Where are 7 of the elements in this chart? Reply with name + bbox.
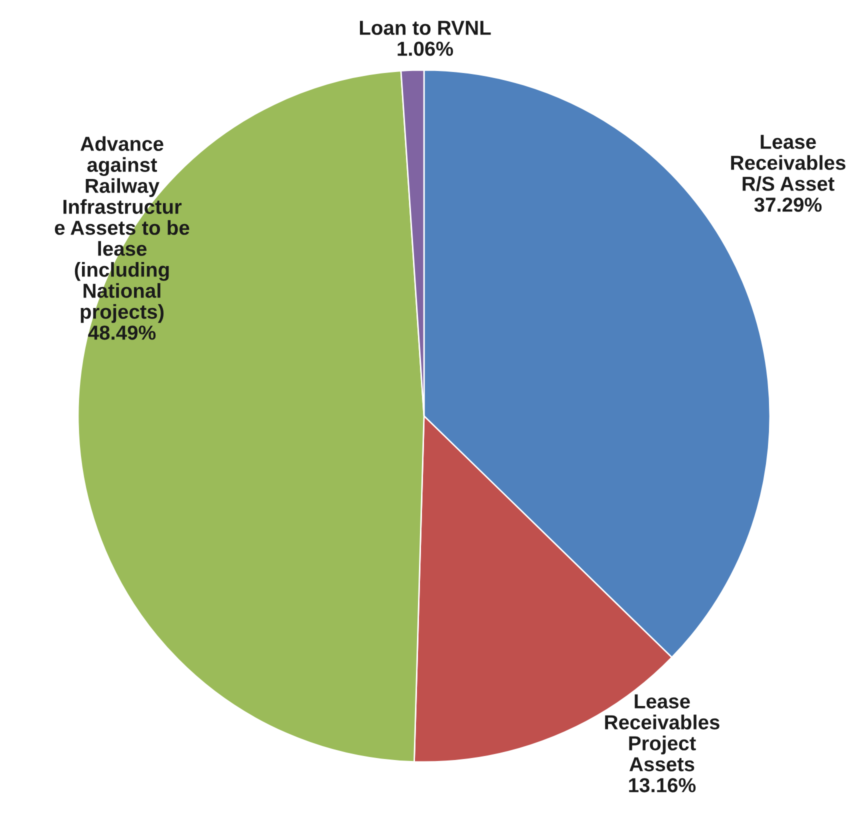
- data-label: 48.49%: [88, 326, 156, 340]
- slice-label: Lease Receivables Project Assets: [605, 694, 720, 772]
- data-label: 1.06%: [398, 42, 454, 56]
- slice-label: Lease Receivables R/S Asset: [731, 134, 846, 192]
- slice-label: Loan to RVNL: [360, 20, 491, 35]
- data-label: 13.16%: [629, 778, 696, 792]
- data-label: 37.29%: [754, 198, 822, 212]
